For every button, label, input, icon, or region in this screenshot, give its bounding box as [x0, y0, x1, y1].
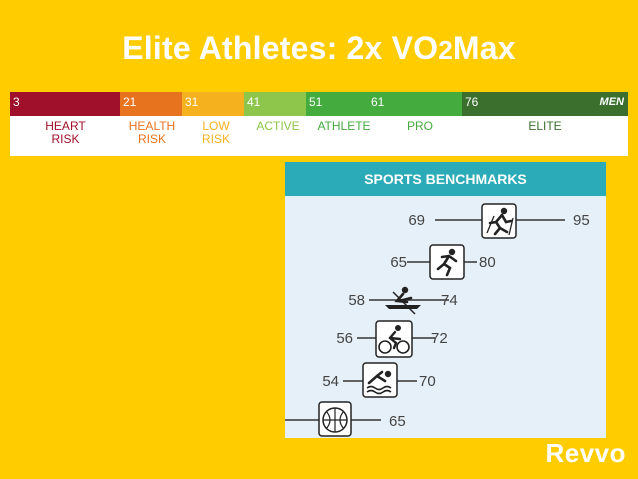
zone-label-athlete: ATHLETE — [317, 119, 371, 133]
min-value: 65 — [390, 254, 407, 271]
zone-label-heart-risk: HEART RISK — [45, 119, 86, 146]
max-value: 74 — [441, 292, 458, 309]
max-value: 65 — [389, 413, 406, 430]
zone-label-health-risk: HEALTH RISK — [128, 119, 176, 146]
zone-label-low-risk: LOW RISK — [201, 119, 230, 146]
zone-label-elite: ELITE — [528, 119, 562, 133]
cyclist-icon — [375, 320, 413, 358]
scale-segment: 41 — [244, 92, 306, 116]
scale-segment: 51 — [306, 92, 368, 116]
runner-icon — [429, 244, 465, 280]
min-value: 54 — [322, 373, 339, 390]
max-value: 95 — [573, 212, 590, 229]
swimmer-icon — [362, 362, 398, 398]
scale-segment: 61 — [368, 92, 462, 116]
max-value: 80 — [479, 254, 496, 271]
benchmarks-diagram: 69 95 65 80 58 74 56 72 54 70 65 — [285, 203, 590, 437]
max-value: 70 — [419, 373, 436, 390]
cross-country-skier-icon — [481, 203, 517, 239]
scale-segment: 76 — [462, 92, 628, 116]
min-value: 56 — [336, 330, 353, 347]
gender-label: MEN — [599, 96, 624, 108]
zone-label-active: ACTIVE — [256, 119, 300, 133]
vo2max-scale: 3 21 31 41 51 61 76 MEN HEART RISK HEALTH… — [10, 92, 628, 156]
scale-segment: 31 — [182, 92, 244, 116]
scale-segment: 3 — [10, 92, 120, 116]
page-title: Elite Athletes: 2x VO2Max — [122, 30, 516, 66]
panel-header: SPORTS BENCHMARKS — [285, 162, 606, 196]
min-value: 58 — [348, 292, 365, 309]
scale-segment: 21 — [120, 92, 182, 116]
min-value: 69 — [408, 212, 425, 229]
zone-label-pro: PRO — [406, 119, 433, 133]
sports-benchmarks-panel: SPORTS BENCHMARKS — [285, 162, 606, 438]
rower-icon — [385, 286, 421, 315]
brand-logo: Revvo — [545, 438, 626, 468]
basketball-icon — [318, 401, 352, 437]
max-value: 72 — [431, 330, 448, 347]
